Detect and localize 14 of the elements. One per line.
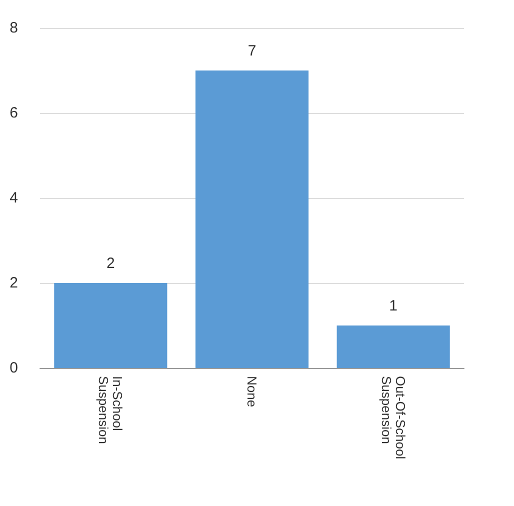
x-tick-label: None [244,376,260,408]
data-label: 1 [389,298,398,314]
y-tick-label: 6 [10,104,18,122]
bar [336,326,450,368]
y-tick-label: 0 [10,360,18,376]
y-tick-label: 2 [10,274,18,292]
bar [195,70,309,368]
x-tick-label: In-School Suspension [96,376,126,444]
x-tick-label: Out-Of-School Suspension [378,376,408,460]
data-label: 2 [106,255,115,272]
data-label: 7 [248,42,256,60]
bar [54,283,168,368]
y-tick-label: 4 [10,190,18,206]
y-tick-label: 8 [10,20,18,36]
